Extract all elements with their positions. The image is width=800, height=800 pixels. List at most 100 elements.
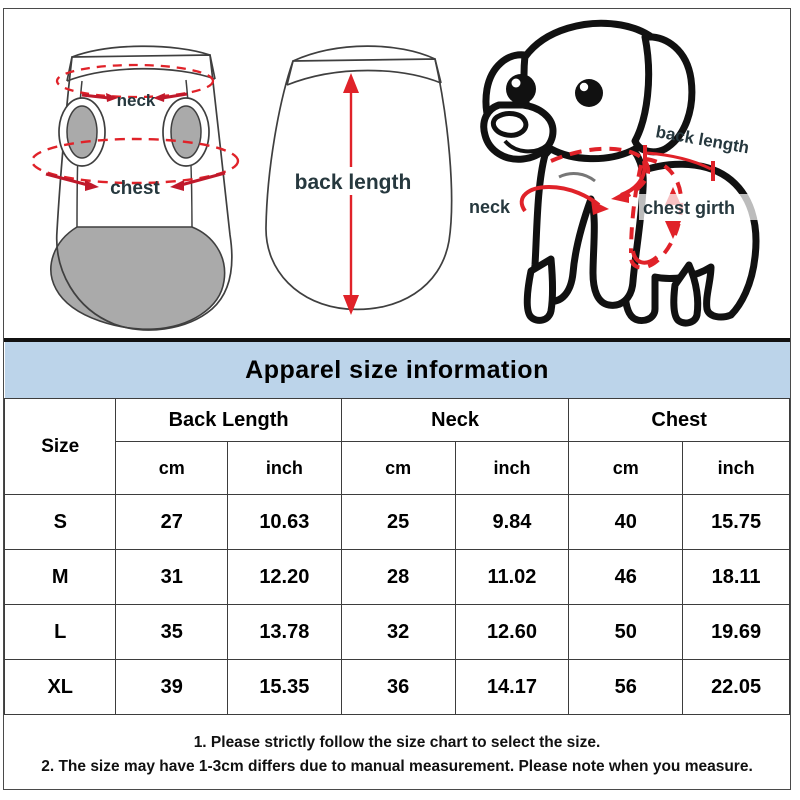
neck-arrow-head-2 bbox=[611, 189, 629, 203]
cell-neck-cm: 28 bbox=[340, 549, 456, 605]
chest-girth-dash-left bbox=[629, 164, 643, 254]
chest-girth-label-backdrop bbox=[639, 194, 767, 220]
column-group-neck: Neck bbox=[340, 398, 570, 442]
table-group-header-row: Size Back Length Neck Chest bbox=[3, 398, 790, 495]
neck-label: neck bbox=[117, 91, 156, 110]
unit-header-chest-cm: cm bbox=[568, 441, 684, 495]
dog-left-eye bbox=[506, 74, 536, 104]
dog-rear-far-leg bbox=[670, 261, 702, 327]
cell-neck-inch: 11.02 bbox=[454, 549, 570, 605]
neck-arrow-left-shaft bbox=[81, 93, 110, 100]
dog-nose bbox=[490, 111, 529, 138]
unit-header-chest-inch: inch bbox=[682, 441, 790, 495]
cell-back-cm: 27 bbox=[115, 494, 228, 550]
back-length-label-backdrop bbox=[294, 167, 412, 195]
size-chart-table-wrapper: Apparel size information Size Back Lengt… bbox=[3, 338, 790, 795]
back-length-arrow-head-bottom bbox=[343, 295, 359, 315]
cell-size: S bbox=[3, 494, 117, 550]
dog-back-length-label: back length bbox=[654, 122, 750, 157]
size-chart-table: Apparel size information Size Back Lengt… bbox=[3, 342, 790, 795]
cell-neck-inch: 14.17 bbox=[454, 659, 570, 715]
column-header-size: Size bbox=[3, 398, 117, 495]
cell-chest-inch: 19.69 bbox=[682, 604, 790, 660]
dog-measurement-illustration: neck back length chest girth bbox=[459, 9, 790, 337]
collar-top-edge bbox=[71, 45, 211, 58]
cell-neck-cm: 32 bbox=[340, 604, 456, 660]
collar-right-edge bbox=[434, 58, 442, 84]
cell-neck-cm: 25 bbox=[340, 494, 456, 550]
unit-header-neck-cm: cm bbox=[340, 441, 456, 495]
chest-label: chest bbox=[110, 178, 160, 199]
cell-chest-cm: 50 bbox=[568, 604, 684, 660]
dog-mouth bbox=[503, 139, 549, 154]
chest-girth-arc-bottom bbox=[631, 250, 659, 265]
notes-container: 1. Please strictly follow the size chart… bbox=[4, 714, 790, 795]
table-unit-header-row: cm inch cm inch cm inch bbox=[5, 441, 790, 495]
cell-chest-inch: 18.11 bbox=[682, 549, 790, 605]
cell-neck-inch: 9.84 bbox=[454, 494, 570, 550]
collar-left-edge bbox=[66, 56, 73, 82]
back-length-line bbox=[646, 151, 712, 171]
garment-front-view: neck chest bbox=[14, 9, 259, 337]
dog-chest-girth-label: chest girth bbox=[643, 198, 735, 218]
note-line-2: 2. The size may have 1-3cm differs due t… bbox=[41, 758, 753, 775]
table-notes-row: 1. Please strictly follow the size chart… bbox=[4, 714, 790, 795]
cell-size: XL bbox=[3, 659, 117, 715]
cell-neck-inch: 12.60 bbox=[454, 604, 570, 660]
cell-chest-cm: 46 bbox=[568, 549, 684, 605]
neck-measure-dash bbox=[550, 146, 651, 199]
illustration-band: neck chest bbox=[4, 9, 790, 337]
table-row: XL 39 15.35 36 14.17 56 22.05 bbox=[3, 659, 790, 715]
unit-header-neck-inch: inch bbox=[454, 441, 570, 495]
neck-arrow-left-head bbox=[106, 93, 118, 102]
table-row: L 35 13.78 32 12.60 50 19.69 bbox=[3, 604, 790, 660]
chest-measure-ellipse bbox=[30, 137, 240, 185]
cell-back-cm: 39 bbox=[115, 659, 228, 715]
dog-right-ear bbox=[631, 33, 696, 156]
cell-back-inch: 15.35 bbox=[226, 659, 342, 715]
dog-right-eye bbox=[575, 79, 603, 107]
table-title-row: Apparel size information bbox=[4, 342, 790, 399]
dog-right-eye-highlight bbox=[579, 82, 589, 92]
back-length-label: back length bbox=[295, 171, 412, 194]
table-row: M 31 12.20 28 11.02 46 18.11 bbox=[3, 549, 790, 605]
column-group-back-length: Back Length bbox=[115, 398, 342, 442]
neck-measure-arc bbox=[519, 184, 601, 213]
dog-chest-fur bbox=[558, 172, 596, 183]
cell-back-cm: 35 bbox=[115, 604, 228, 660]
note-line-1: 1. Please strictly follow the size chart… bbox=[193, 733, 601, 751]
chest-girth-arrow-up bbox=[665, 221, 681, 239]
column-group-chest: Chest bbox=[568, 398, 790, 442]
chest-arrow-right-head bbox=[170, 180, 184, 191]
dog-neck-label: neck bbox=[469, 197, 511, 217]
neck-arrow-right-head bbox=[153, 93, 165, 102]
collar-left-edge bbox=[286, 60, 294, 86]
cell-chest-inch: 22.05 bbox=[682, 659, 790, 715]
unit-header-back-cm: cm bbox=[115, 441, 228, 495]
neck-arrow-head bbox=[591, 200, 609, 215]
table-row: S 27 10.63 25 9.84 40 15.75 bbox=[3, 494, 790, 550]
cell-chest-inch: 15.75 bbox=[682, 494, 790, 550]
neck-measure-ellipse bbox=[55, 63, 215, 99]
cell-back-cm: 31 bbox=[115, 549, 228, 605]
cell-size: L bbox=[3, 604, 117, 660]
chest-arrow-right-shaft bbox=[180, 171, 226, 187]
garment-body-outline bbox=[55, 54, 233, 331]
cell-back-inch: 10.63 bbox=[226, 494, 342, 550]
unit-header-back-inch: inch bbox=[226, 441, 342, 495]
chest-arrow-left-shaft bbox=[45, 172, 89, 187]
dog-left-eye-highlight bbox=[511, 78, 521, 88]
garment-back-view: back length bbox=[259, 9, 474, 337]
cell-size: M bbox=[3, 549, 117, 605]
cell-chest-cm: 56 bbox=[568, 659, 684, 715]
collar-bottom-edge bbox=[66, 67, 216, 82]
back-length-arrow-head-top bbox=[343, 73, 359, 93]
collar-top-edge bbox=[292, 45, 436, 62]
cell-neck-cm: 36 bbox=[340, 659, 456, 715]
collar-right-edge bbox=[209, 54, 216, 80]
right-sleeve-hole-inner bbox=[170, 105, 202, 159]
cell-back-inch: 12.20 bbox=[226, 549, 342, 605]
page-title: Apparel size information bbox=[4, 342, 790, 399]
left-sleeve-hole-inner bbox=[66, 105, 98, 159]
